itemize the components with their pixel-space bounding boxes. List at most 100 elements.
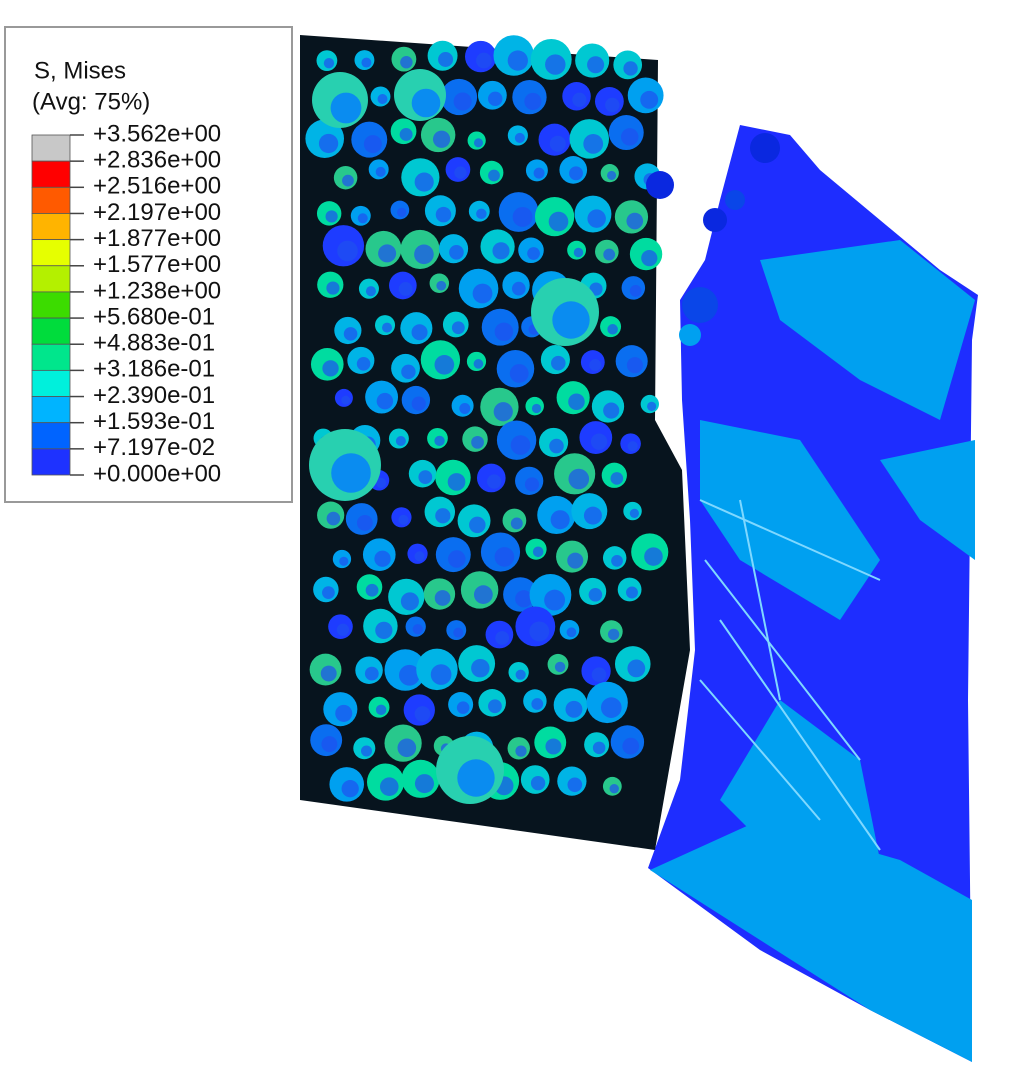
aggregate-core [343, 327, 358, 341]
legend-band [31, 186, 71, 214]
aggregate-core [527, 247, 540, 260]
aggregate-core [454, 166, 467, 179]
aggregate-core [568, 393, 585, 411]
aggregate-core [620, 128, 639, 146]
crack-lines [699, 499, 881, 851]
aggregate-core [473, 138, 484, 148]
aggregate-core [322, 360, 339, 377]
aggregate-core [609, 783, 619, 794]
aggregate-core [401, 364, 416, 380]
aggregate-core [326, 281, 340, 295]
aggregate-core [629, 284, 642, 297]
aggregate-core [603, 248, 616, 261]
aggregate-core [357, 213, 368, 224]
aggregate-core [414, 244, 434, 265]
aggregate-core [600, 697, 622, 718]
stress-patches [650, 240, 975, 1062]
legend-label: +2.197e+00 [93, 199, 221, 226]
aggregate-core [323, 58, 335, 69]
legend-label: +1.577e+00 [93, 251, 221, 278]
aggregate-core [449, 245, 464, 260]
aggregate-core [588, 588, 603, 602]
aggregate-core [554, 661, 566, 673]
aggregate-core [459, 402, 471, 414]
aggregate-core [494, 547, 515, 567]
aggregate-core [438, 52, 454, 68]
aggregate-core [448, 550, 466, 568]
aggregate-core [378, 244, 397, 263]
legend-band [31, 213, 71, 241]
aggregate-core [641, 250, 658, 267]
aggregates [305, 35, 669, 804]
aggregate-core [552, 301, 590, 339]
aggregate-core [471, 435, 484, 449]
aggregate-core [567, 552, 584, 569]
legend-band [31, 396, 71, 424]
aggregate-core [434, 435, 445, 447]
aggregate-core [469, 516, 486, 534]
aggregate-core [453, 627, 464, 638]
aggregate-core [507, 50, 528, 71]
aggregate-core [451, 321, 465, 335]
aggregate-core [364, 666, 379, 681]
aggregate-core [524, 477, 540, 492]
legend-band [31, 239, 71, 267]
aggregate-core [331, 453, 371, 493]
legend-label: +1.238e+00 [93, 277, 221, 304]
legend-title: S, Mises [34, 57, 126, 84]
aggregate-core [488, 91, 503, 107]
aggregate-core [414, 706, 431, 722]
aggregate-core [549, 135, 566, 152]
aggregate-core [626, 357, 643, 374]
aggregate-core [531, 698, 544, 710]
aggregate-core [583, 133, 604, 154]
aggregate-core [603, 402, 620, 419]
legend-band [31, 343, 71, 371]
aggregate-core [336, 623, 350, 636]
aggregate-core [382, 322, 393, 333]
aggregate-core [509, 364, 529, 383]
aggregate-core [510, 435, 531, 455]
aggregate-core [544, 589, 566, 611]
aggregate-core [411, 324, 428, 341]
aggregate-core [326, 511, 341, 526]
aggregate-core [566, 627, 577, 638]
aggregate-core [375, 704, 387, 716]
legend-label: +3.562e+00 [93, 120, 221, 147]
aggregate-core [472, 283, 493, 304]
aggregate-core [572, 92, 587, 107]
aggregate-core [644, 547, 663, 566]
aggregate-core [365, 583, 379, 597]
aggregate-core [627, 441, 638, 452]
aggregate-core [414, 172, 434, 192]
aggregate-core [321, 736, 338, 753]
aggregate-core [589, 359, 602, 372]
aggregate-core [512, 207, 533, 227]
aggregate-core [567, 777, 583, 793]
aggregate-core [533, 167, 545, 179]
aggregate-core [532, 546, 544, 558]
aggregate-core [360, 745, 373, 757]
aggregate-core [456, 701, 470, 714]
aggregate-core [375, 477, 387, 488]
aggregate-core [411, 396, 426, 411]
aggregate-core [488, 699, 502, 714]
aggregate-core [320, 665, 337, 682]
aggregate-core [514, 132, 525, 143]
aggregate-core [610, 472, 624, 485]
aggregate-core [400, 592, 419, 611]
legend-band [31, 291, 71, 319]
aggregate-core [361, 57, 372, 68]
aggregate-core [573, 247, 584, 258]
aggregate-core [592, 741, 606, 755]
aggregate-core [341, 780, 359, 798]
aggregate-core [622, 737, 640, 755]
aggregate-core [434, 354, 455, 375]
aggregate-core [414, 774, 435, 794]
aggregate-core [545, 738, 562, 755]
legend-label: +2.836e+00 [93, 146, 221, 173]
legend-label: +2.516e+00 [93, 173, 221, 200]
aggregate-core [486, 474, 502, 489]
aggregate-core [607, 628, 620, 641]
